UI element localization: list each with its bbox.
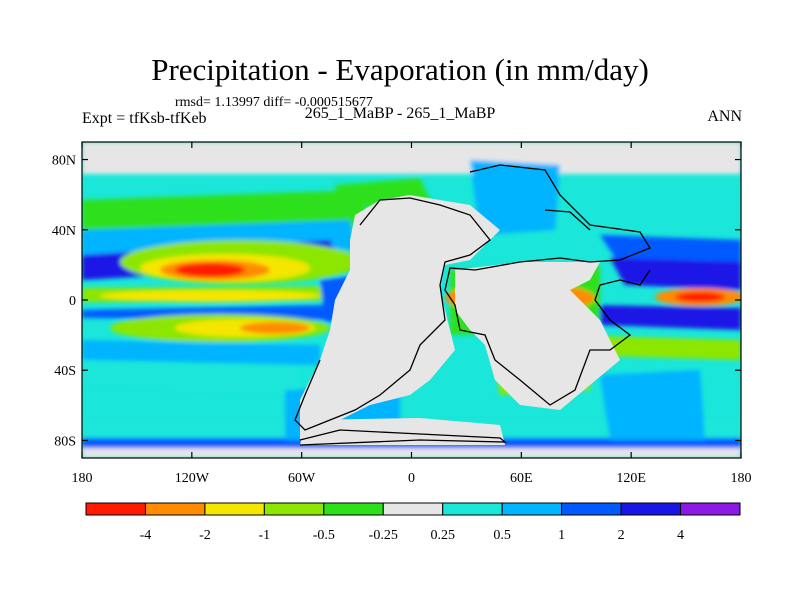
x-tick-label: 0 (408, 471, 415, 486)
colorbar-label: 4 (677, 528, 684, 543)
y-tick-label: 80S (54, 434, 76, 449)
y-tick-label: 40N (52, 224, 76, 239)
field-wp-south (590, 305, 741, 330)
y-tick-label: 0 (69, 294, 76, 309)
experiment-names: 265_1_MaBP - 265_1_MaBP (304, 105, 496, 122)
land-continent-east (455, 262, 620, 410)
field-np-dry-core (175, 263, 245, 277)
coast-antarctic (299, 429, 507, 446)
x-tick-label: 180 (731, 471, 752, 486)
field-sp-cyan (82, 360, 300, 395)
experiment-label: Expt = tfKsb-tfKeb (82, 110, 207, 127)
chart-title: Precipitation - Evaporation (in mm/day) (151, 52, 649, 87)
colorbar-swatch (442, 502, 503, 516)
x-tick-label: 180 (72, 471, 93, 486)
colorbar-label: 2 (618, 528, 625, 543)
colorbar-swatch (144, 502, 206, 516)
field-sp-blue (82, 340, 320, 365)
field-wp-red (675, 292, 725, 302)
coastlines (294, 164, 651, 446)
field-eurasia-blue (470, 160, 560, 235)
field-sp-orange (240, 322, 310, 334)
colorbar-label: -0.25 (369, 528, 398, 543)
y-axis: 80N 40N 0 40S 80S (52, 154, 741, 449)
coast-eurasia-africa (444, 164, 651, 406)
land-continent-west (300, 195, 500, 440)
land-masses (300, 195, 620, 445)
colorbar-swatch (620, 502, 682, 516)
colorbar-label: 1 (558, 528, 565, 543)
colorbar-label: 0.25 (430, 528, 455, 543)
coast-west-continent (294, 197, 491, 431)
colorbar-swatch (85, 502, 146, 516)
colorbar-swatch (501, 502, 563, 516)
colorbar-swatch (680, 502, 741, 516)
x-tick-label: 60E (510, 471, 533, 486)
y-tick-label: 80N (52, 154, 76, 169)
colorbar-label: -2 (199, 528, 211, 543)
colorbar-swatch (561, 502, 622, 516)
colorbar-swatch (204, 502, 265, 516)
x-tick-label: 60W (288, 471, 316, 486)
colorbar-label: -1 (259, 528, 271, 543)
colorbar-swatch (382, 502, 444, 516)
x-tick-label: 120W (175, 471, 210, 486)
land-antarctic (300, 418, 505, 445)
colorbar-swatch (323, 502, 384, 516)
x-tick-label: 120E (616, 471, 646, 486)
colorbar-swatch (263, 502, 325, 516)
colorbar: -4 -2 -1 -0.5 -0.25 0.25 0.5 1 2 4 (85, 502, 741, 543)
field-eq-yellow (100, 290, 320, 302)
field-aus-blue (600, 370, 705, 440)
coast-inlet (544, 209, 591, 231)
y-tick-label: 40S (54, 364, 76, 379)
colorbar-label: -0.5 (313, 528, 335, 543)
field-wp-wet (610, 258, 741, 290)
colorbar-label: -4 (140, 528, 152, 543)
colorbar-label: 0.5 (493, 528, 511, 543)
stats-line: rmsd= 1.13997 diff= -0.000515677 (175, 95, 373, 110)
x-axis: 180 120W 60W 0 60E 120E 180 (72, 142, 752, 486)
season-label: ANN (707, 108, 742, 125)
